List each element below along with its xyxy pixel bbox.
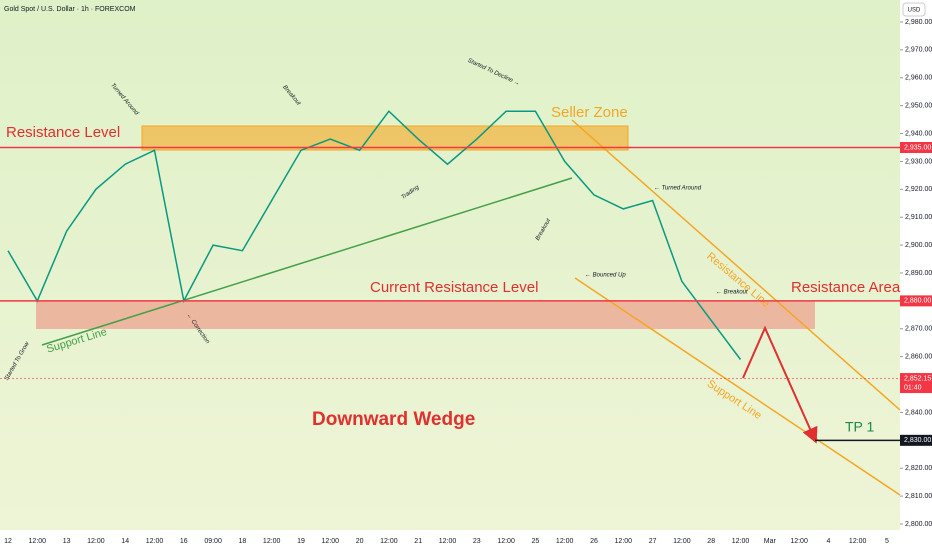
y-tick-label: 2,820.00: [905, 465, 932, 472]
y-tick-label: 2,870.00: [905, 326, 932, 333]
x-tick-label: 12:00: [497, 538, 515, 545]
y-tick-label: 2,970.00: [905, 47, 932, 54]
label: Downward Wedge: [312, 409, 475, 430]
x-tick-label: 20: [356, 538, 364, 545]
note: ← Bounced Up: [585, 273, 626, 279]
label: Resistance Level: [6, 124, 120, 141]
price-tag: [900, 142, 932, 153]
channel-lower: [574, 277, 901, 496]
y-tick-label: 2,980.00: [905, 19, 932, 26]
x-tick-label: 13: [63, 538, 71, 545]
x-tick-label: 12:00: [732, 538, 750, 545]
y-tick-label: 2,930.00: [905, 158, 932, 165]
x-tick-label: 27: [649, 538, 657, 545]
x-tick-label: 12:00: [29, 538, 47, 545]
x-tick-label: 12:00: [556, 538, 574, 545]
y-tick-label: 2,920.00: [905, 186, 932, 193]
y-tick-label: 2,960.00: [905, 75, 932, 82]
x-tick-label: 28: [707, 538, 715, 545]
x-tick-label: 12:00: [790, 538, 808, 545]
channel-upper: [571, 119, 901, 411]
price-tag-label: 2,852.15: [904, 375, 931, 382]
label: Resistance Area: [791, 279, 901, 296]
price-tag: [900, 434, 932, 446]
projection: [742, 325, 818, 444]
time-axis: [0, 530, 900, 550]
label: TP 1: [845, 419, 875, 435]
price-tag: [900, 373, 932, 394]
x-tick-label: 19: [297, 538, 305, 545]
price-line: [7, 110, 742, 360]
price-tag-label: 2,880.00: [904, 298, 931, 305]
x-tick-label: 16: [180, 538, 188, 545]
x-tick-label: Mar: [764, 538, 777, 545]
support-line: [41, 177, 573, 346]
drawings: [7, 110, 901, 496]
x-tick-label: 5: [885, 538, 889, 545]
y-tick-label: 2,810.00: [905, 493, 932, 500]
price-tag-label: 2,935.00: [904, 144, 931, 151]
price-axis: [900, 0, 932, 550]
x-tick-label: 12:00: [146, 538, 164, 545]
y-tick-label: 2,800.00: [905, 521, 932, 528]
countdown: 01:40: [904, 384, 922, 391]
x-tick-label: 12:00: [322, 538, 340, 545]
y-tick-label: 2,950.00: [905, 103, 932, 110]
y-tick-label: 2,840.00: [905, 409, 932, 416]
currency[interactable]: USD: [908, 8, 921, 14]
price-tag-label: 2,830.00: [904, 437, 931, 444]
y-tick-label: 2,890.00: [905, 270, 932, 277]
price-tag: [900, 295, 932, 307]
x-tick-label: 12:00: [263, 538, 281, 545]
x-tick-label: 26: [590, 538, 598, 545]
x-tick-label: 23: [473, 538, 481, 545]
plot-bg: [0, 0, 900, 530]
x-tick-label: 12: [4, 538, 12, 545]
currency-box[interactable]: [902, 2, 926, 17]
y-tick-label: 2,860.00: [905, 354, 932, 361]
x-tick-label: 4: [826, 538, 830, 545]
x-tick-label: 14: [121, 538, 129, 545]
x-tick-label: 12:00: [673, 538, 691, 545]
x-tick-label: 12:00: [615, 538, 633, 545]
resistance-area: [36, 301, 815, 329]
x-tick-label: 21: [414, 538, 422, 545]
label: Seller Zone: [551, 104, 628, 121]
x-tick-label: 25: [532, 538, 540, 545]
x-tick-label: 09:00: [204, 538, 222, 545]
y-tick-label: 2,900.00: [905, 242, 932, 249]
x-tick-label: 12:00: [439, 538, 457, 545]
x-tick-label: 18: [239, 538, 247, 545]
y-tick-label: 2,940.00: [905, 130, 932, 137]
x-tick-label: 12:00: [380, 538, 398, 545]
x-tick-label: 12:00: [849, 538, 867, 545]
x-tick-label: 12:00: [87, 538, 105, 545]
note: ← Turned Around: [654, 186, 702, 192]
note: ← Breakout: [716, 290, 748, 296]
y-tick-label: 2,910.00: [905, 214, 932, 221]
symbol-title: Gold Spot / U.S. Dollar · 1h · FOREXCOM: [4, 6, 136, 13]
label: Current Resistance Level: [370, 279, 538, 296]
